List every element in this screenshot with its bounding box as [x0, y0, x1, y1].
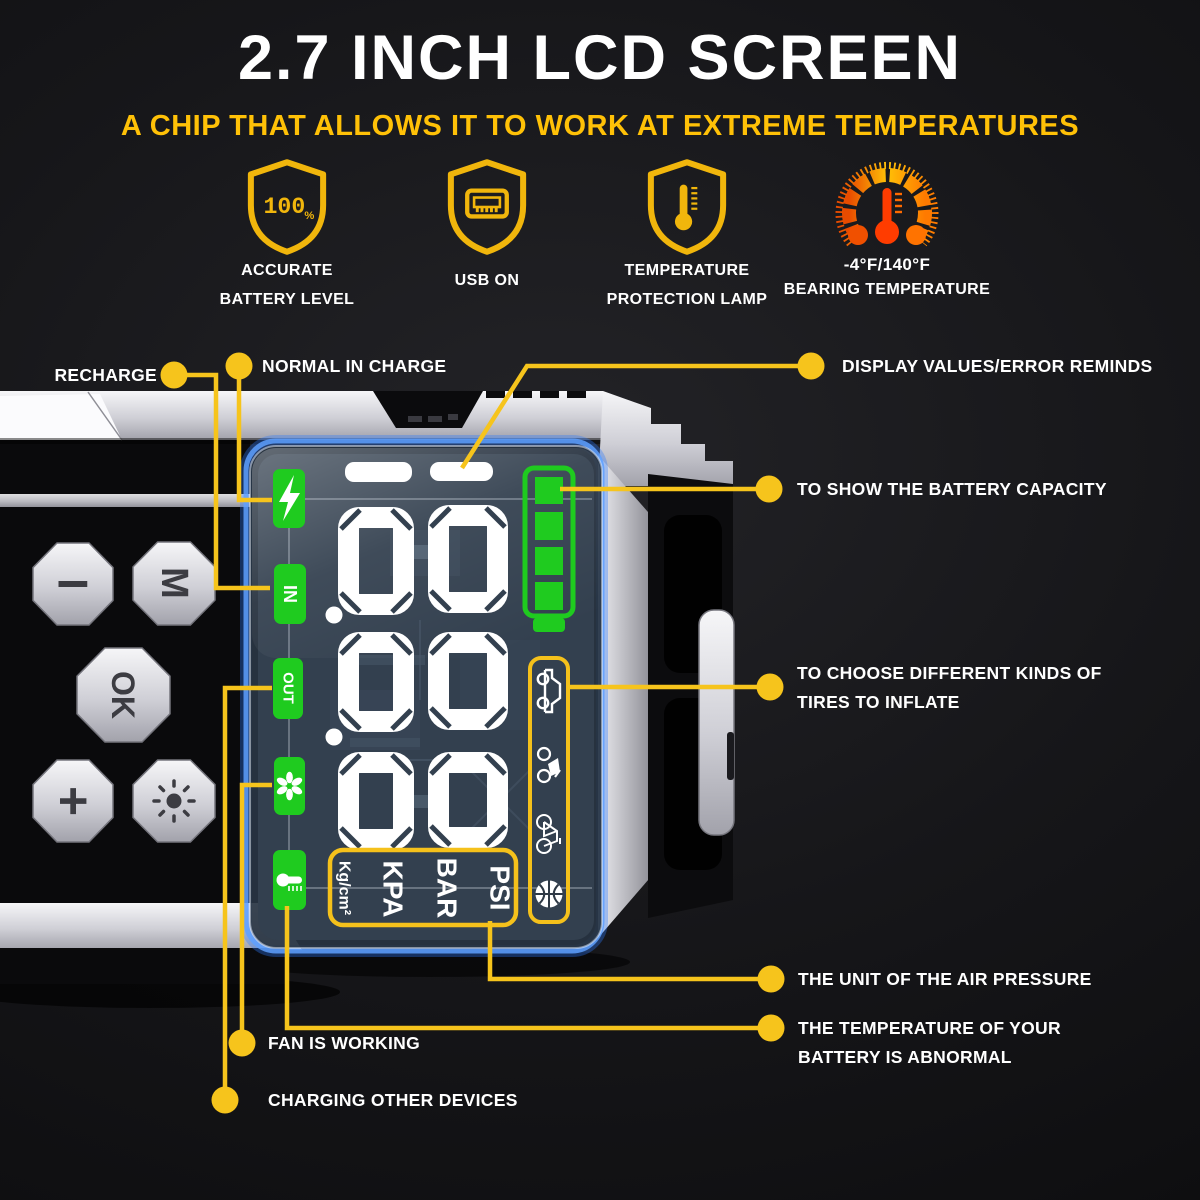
in-label: IN	[280, 585, 300, 603]
lcd-digits	[325, 462, 508, 850]
normal-in-charge-dot	[225, 352, 253, 380]
temperature-range: -4°F/140°F	[843, 255, 931, 274]
shield-usb-icon	[367, 152, 607, 256]
temperature-gauge-icon	[767, 152, 1007, 252]
callout-normal-in-charge: NORMAL IN CHARGE	[262, 356, 447, 376]
car-mode-icon	[536, 668, 562, 714]
battery-capacity-indicator	[522, 465, 576, 632]
air-unit-dot	[757, 965, 785, 993]
power-button-label: I	[50, 578, 97, 590]
callout-fan: FAN IS WORKING	[268, 1033, 420, 1053]
feature-temp-protection: TEMPERATURE PROTECTION LAMP	[567, 152, 807, 314]
fan-glyph	[276, 771, 303, 801]
unit-bar: BAR	[432, 858, 463, 919]
page-title: 2.7 INCH LCD SCREEN	[237, 23, 963, 93]
output-indicator	[273, 658, 303, 719]
plus-button[interactable]	[32, 759, 114, 843]
air-unit-line	[487, 921, 758, 982]
device-buttons	[32, 541, 216, 843]
normal-in-charge-line	[236, 379, 272, 503]
charging-dot	[211, 1086, 239, 1114]
feature-usb-on: USB ON	[367, 152, 607, 295]
callout-tires: TO CHOOSE DIFFERENT KINDS OF TIRES TO INF…	[797, 663, 1102, 712]
motorcycle-mode-icon	[536, 746, 561, 784]
tires-dot	[756, 673, 784, 701]
svg-text:%: %	[304, 210, 314, 222]
fan-line	[239, 782, 272, 1030]
input-indicator	[274, 564, 306, 624]
shield-battery-100-icon: 100 %	[167, 152, 407, 256]
callout-recharge: RECHARGE	[54, 365, 157, 385]
decimal-dot	[325, 728, 343, 746]
feature-caption: BEARING TEMPERATURE	[783, 281, 991, 298]
unit-kpa: KPA	[378, 860, 409, 917]
callout-air-unit: THE UNIT OF THE AIR PRESSURE	[798, 969, 1092, 989]
temp-abnormal-dot	[757, 1014, 785, 1042]
feature-caption: ACCURATE	[241, 262, 333, 279]
out-label: OUT	[280, 672, 297, 704]
bicycle-mode-icon	[536, 814, 561, 854]
lcd-status-icons: IN OUT	[273, 469, 306, 910]
unit-kgcm2: Kg/cm²	[336, 861, 353, 915]
mode-button-label: M	[153, 567, 195, 599]
feature-accurate-battery: 100 % ACCURATE BATTERY LEVEL	[167, 152, 407, 314]
fan-dot	[228, 1029, 256, 1057]
feature-caption: TEMPERATURE	[624, 262, 750, 279]
thermometer-glyph	[276, 873, 302, 891]
tire-mode-selector	[528, 656, 570, 924]
plus-button-label: +	[44, 786, 102, 816]
recharge-line	[187, 372, 270, 591]
shield-thermometer-icon	[567, 152, 807, 256]
device-shadow	[0, 976, 340, 1008]
temp-abnormal-line	[284, 906, 758, 1031]
callout-temp-abnormal: THE TEMPERATURE OF YOUR BATTERY IS ABNORM…	[798, 1018, 1061, 1067]
ok-button-label: OK	[105, 671, 141, 719]
pressure-units: Kg/cm² KPA BAR PSI	[327, 847, 519, 928]
brightness-icon	[152, 779, 196, 823]
device-top-frame	[0, 391, 733, 486]
ball-mode-icon	[535, 880, 563, 908]
page-subtitle: A CHIP THAT ALLOWS IT TO WORK AT EXTREME…	[120, 110, 1080, 142]
decimal-dot	[325, 606, 343, 624]
callout-battery-capacity: TO SHOW THE BATTERY CAPACITY	[797, 479, 1107, 499]
feature-caption: USB ON	[454, 272, 520, 289]
feature-bearing-temperature: -4°F/140°F BEARING TEMPERATURE	[767, 152, 1007, 304]
svg-text:100: 100	[264, 194, 306, 220]
side-handle	[698, 609, 735, 836]
feature-caption: BATTERY LEVEL	[219, 291, 355, 308]
ok-button[interactable]	[76, 647, 171, 743]
battery-capacity-dot	[755, 475, 783, 503]
display-values-dot	[797, 352, 825, 380]
callout-charging: CHARGING OTHER DEVICES	[268, 1090, 518, 1110]
lcd-screen: IN OUT	[240, 435, 608, 957]
unit-psi: PSI	[485, 865, 516, 910]
callout-display-values: DISPLAY VALUES/ERROR REMINDS	[842, 356, 1153, 376]
feature-caption: PROTECTION LAMP	[606, 291, 768, 308]
charging-line	[222, 685, 272, 1087]
mode-button[interactable]	[132, 541, 216, 626]
power-button[interactable]	[32, 542, 114, 626]
recharge-dot	[160, 361, 188, 389]
device-right-side	[598, 455, 735, 938]
display-values-line	[460, 363, 798, 470]
